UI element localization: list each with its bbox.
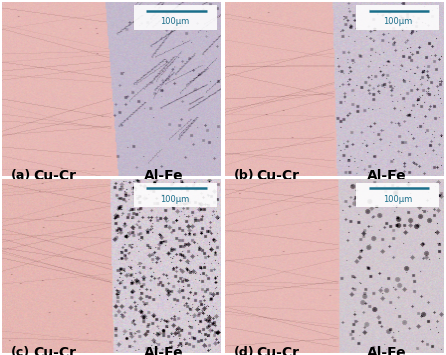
Text: Cu-Cr: Cu-Cr <box>33 346 76 355</box>
Text: (d): (d) <box>234 346 254 355</box>
Text: Al-Fe: Al-Fe <box>145 346 184 355</box>
Text: (c): (c) <box>11 346 30 355</box>
Text: 100μm: 100μm <box>161 195 190 204</box>
FancyBboxPatch shape <box>133 5 217 29</box>
FancyBboxPatch shape <box>356 5 439 29</box>
FancyBboxPatch shape <box>133 182 217 207</box>
Text: (a): (a) <box>11 169 31 182</box>
Text: Cu-Cr: Cu-Cr <box>256 346 299 355</box>
Text: (b): (b) <box>234 169 254 182</box>
Text: Cu-Cr: Cu-Cr <box>33 169 76 183</box>
Text: 100μm: 100μm <box>161 17 190 26</box>
Text: 100μm: 100μm <box>383 17 413 26</box>
Text: Cu-Cr: Cu-Cr <box>256 169 299 183</box>
Text: Al-Fe: Al-Fe <box>367 169 407 183</box>
Text: Al-Fe: Al-Fe <box>145 169 184 183</box>
Text: Al-Fe: Al-Fe <box>367 346 407 355</box>
FancyBboxPatch shape <box>356 182 439 207</box>
Text: 100μm: 100μm <box>383 195 413 204</box>
